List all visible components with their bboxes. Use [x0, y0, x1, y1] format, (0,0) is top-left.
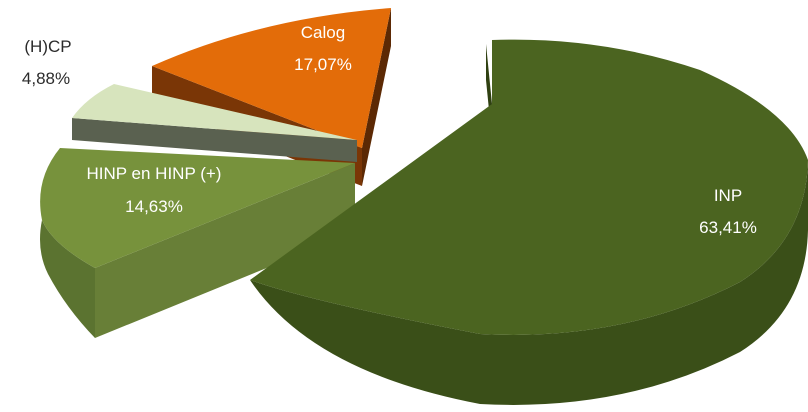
- slice-hcp-depth: [72, 118, 357, 162]
- pie-slice-hinp: [40, 148, 355, 338]
- slice-hcp-top: [72, 84, 357, 140]
- label-calog-value: 17,07%: [294, 55, 352, 74]
- label-hinp-value: 14,63%: [125, 197, 183, 216]
- pie-slice-inp: [250, 39, 808, 405]
- slice-calog-side: [362, 8, 391, 186]
- label-inp-name: INP: [714, 186, 742, 205]
- label-calog-name: Calog: [301, 23, 345, 42]
- label-inp-value: 63,41%: [699, 218, 757, 237]
- slice-hinp-side: [95, 163, 355, 338]
- pie-slice-hcp: [72, 84, 357, 162]
- slice-hinp-top: [40, 148, 355, 268]
- label-hinp-name: HINP en HINP (+): [87, 164, 222, 183]
- slice-inp-depth: [250, 160, 808, 405]
- label-hcp-name: (H)CP: [24, 37, 71, 56]
- label-hcp-value: 4,88%: [22, 69, 70, 88]
- slice-calog-top: [152, 8, 391, 148]
- slice-inp-top: [250, 39, 808, 335]
- slice-hinp-depth: [40, 220, 95, 338]
